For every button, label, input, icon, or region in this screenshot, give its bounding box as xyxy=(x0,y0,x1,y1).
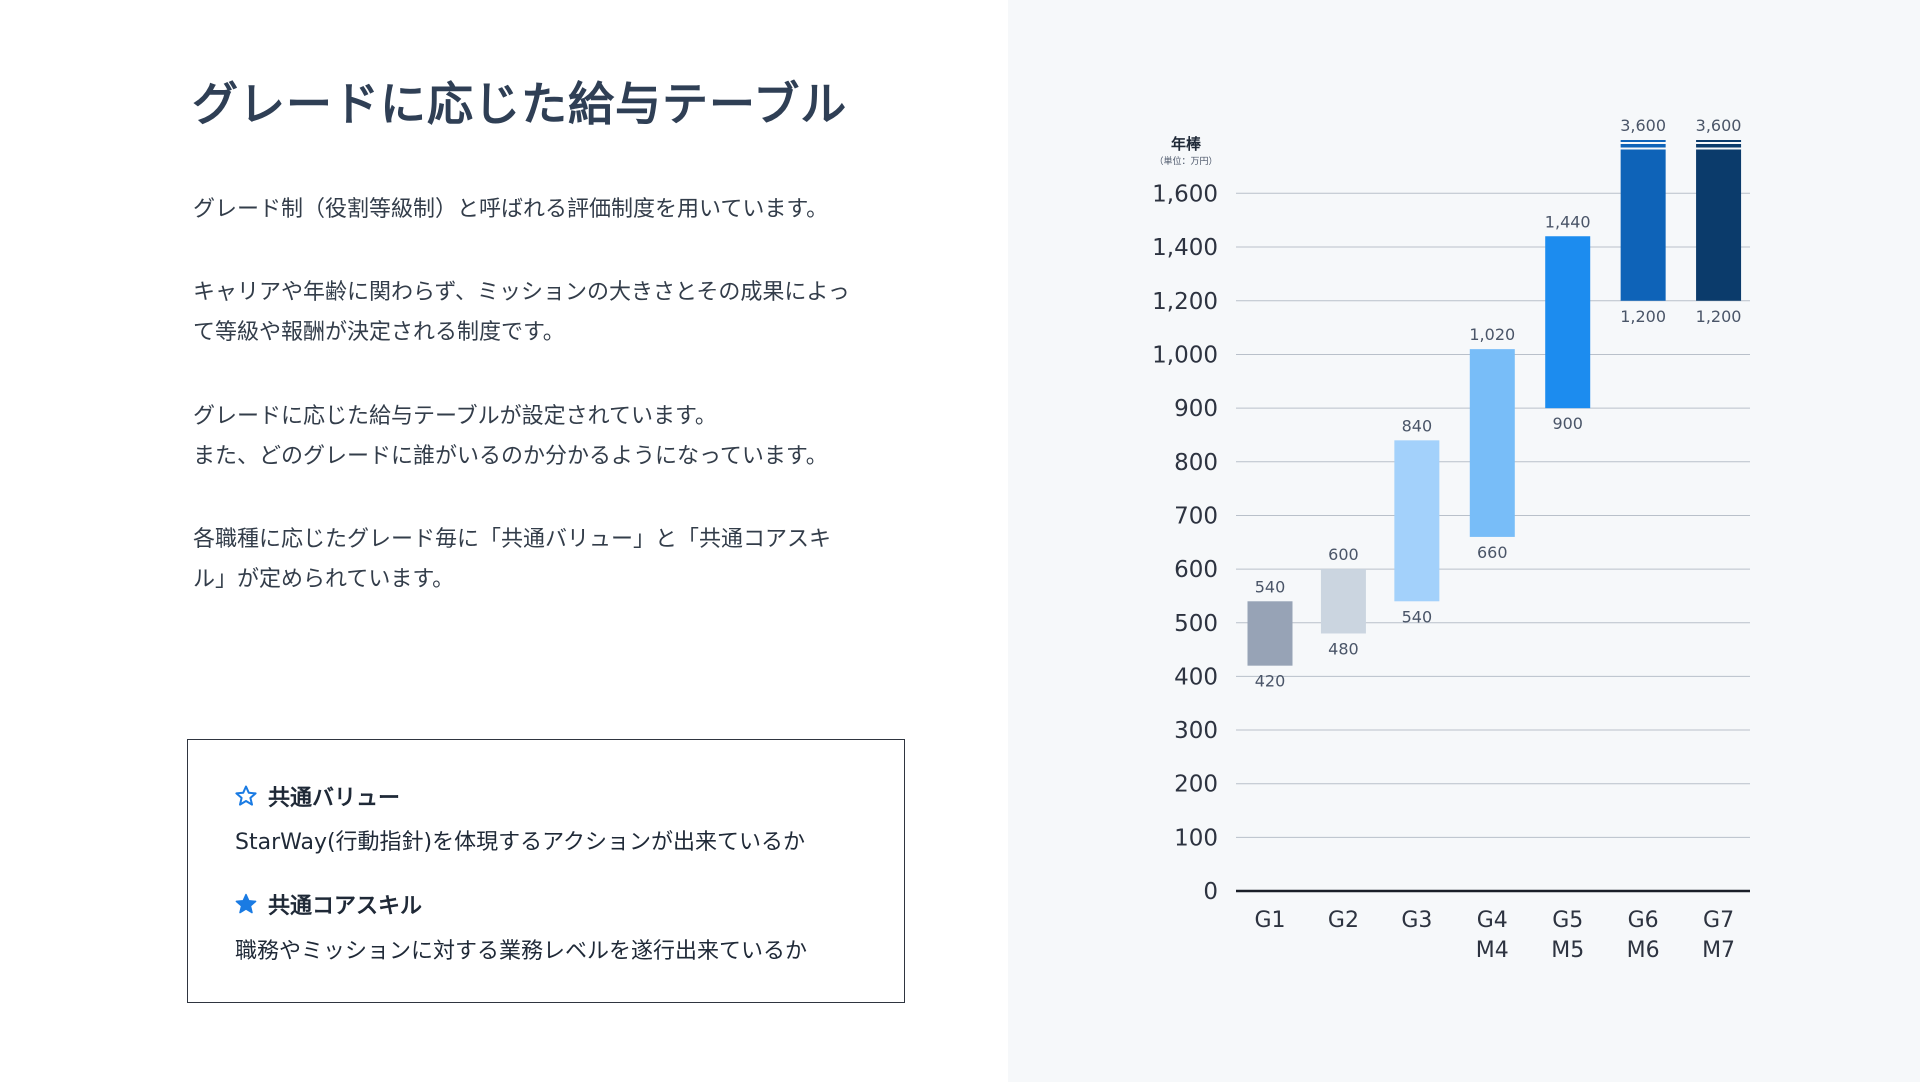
paragraph-line: グレード制（役割等級制）と呼ばれる評価制度を用いています。 xyxy=(193,197,829,222)
x-tick-label: M4 xyxy=(1476,938,1509,963)
salary-range-bar xyxy=(1394,440,1440,602)
bar-max-label: 600 xyxy=(1328,545,1359,564)
common-skill-description: 職務やミッションに対する業務レベルを遂行出来ているか xyxy=(235,939,808,964)
paragraph-line: また、どのグレードに誰がいるのか分かるようになっています。 xyxy=(193,444,828,469)
y-tick-label: 200 xyxy=(1174,772,1218,798)
common-value-heading-row: 共通バリュー xyxy=(234,780,400,812)
bar-max-label: 1,020 xyxy=(1469,325,1515,344)
x-tick-label: M6 xyxy=(1627,938,1660,963)
paragraph-line: て等級や報酬が決定される制度です。 xyxy=(193,320,565,345)
salary-range-bar xyxy=(1620,140,1666,301)
y-tick-label: 1,000 xyxy=(1152,343,1218,369)
x-tick-label: G2 xyxy=(1328,908,1359,933)
star-filled-icon xyxy=(235,893,257,914)
paragraph-criteria: 各職種に応じたグレード毎に「共通バリュー」と「共通コアスキ ル」が定められていま… xyxy=(193,520,831,600)
x-tick-label: G6 xyxy=(1628,908,1659,933)
salary-range-bar xyxy=(1545,236,1591,409)
paragraph-career: キャリアや年齢に関わらず、ミッションの大きさとその成果によっ て等級や報酬が決定… xyxy=(193,273,850,353)
common-value-heading: 共通バリュー xyxy=(268,786,401,811)
y-tick-label: 500 xyxy=(1174,611,1218,637)
criteria-box: 共通バリュー StarWay(行動指針)を体現するアクションが出来ているか 共通… xyxy=(187,739,905,1003)
bar-min-label: 420 xyxy=(1255,672,1286,691)
y-axis-unit: （単位：万円） xyxy=(1154,155,1217,167)
star-outline-icon xyxy=(235,785,257,806)
common-skill-heading: 共通コアスキル xyxy=(268,894,423,919)
paragraph-line: 各職種に応じたグレード毎に「共通バリュー」と「共通コアスキ xyxy=(193,527,832,552)
bar-min-label: 540 xyxy=(1402,607,1433,626)
chart-panel xyxy=(1008,0,1920,1082)
salary-range-bar xyxy=(1696,140,1742,301)
x-tick-label: G4 xyxy=(1477,908,1508,933)
paragraph-line: ル」が定められています。 xyxy=(193,567,455,592)
y-tick-label: 800 xyxy=(1174,450,1218,476)
common-value-description: StarWay(行動指針)を体現するアクションが出来ているか xyxy=(235,830,806,855)
y-tick-label: 1,600 xyxy=(1152,181,1218,207)
bar-min-label: 480 xyxy=(1328,639,1359,658)
x-tick-label: M5 xyxy=(1551,938,1584,963)
bar-max-label: 3,600 xyxy=(1696,116,1742,135)
paragraph-grade-system: グレード制（役割等級制）と呼ばれる評価制度を用いています。 xyxy=(193,190,828,230)
paragraph-line: グレードに応じた給与テーブルが設定されています。 xyxy=(193,404,717,429)
salary-range-chart: 年棒 （単位：万円） 0 100 200 300 400 500 600 700 800 900 1,0… xyxy=(1152,116,1750,963)
common-skill-heading-row: 共通コアスキル xyxy=(234,888,422,920)
y-tick-label: 400 xyxy=(1174,664,1218,690)
salary-range-bar xyxy=(1469,349,1515,537)
y-tick-label: 1,400 xyxy=(1152,235,1218,261)
bar-max-label: 840 xyxy=(1402,416,1433,435)
y-tick-label: 900 xyxy=(1174,396,1218,422)
page-title: グレードに応じた給与テーブル xyxy=(192,77,848,131)
y-tick-label: 700 xyxy=(1174,503,1218,529)
bar-min-label: 1,200 xyxy=(1696,307,1742,326)
paragraph-salary-table: グレードに応じた給与テーブルが設定されています。 また、どのグレードに誰がいるの… xyxy=(193,397,828,477)
bar-min-label: 1,200 xyxy=(1620,307,1666,326)
x-tick-label: G1 xyxy=(1254,908,1285,933)
x-tick-label: G3 xyxy=(1401,908,1432,933)
y-tick-label: 0 xyxy=(1203,879,1218,905)
y-axis-title: 年棒 xyxy=(1171,135,1202,153)
x-tick-label: G5 xyxy=(1552,908,1583,933)
salary-range-bar xyxy=(1320,569,1366,634)
paragraph-line: キャリアや年齢に関わらず、ミッションの大きさとその成果によっ xyxy=(193,280,850,305)
bar-max-label: 1,440 xyxy=(1545,212,1591,231)
bar-min-label: 660 xyxy=(1477,543,1508,562)
bar-max-label: 3,600 xyxy=(1620,116,1666,135)
bar-min-label: 900 xyxy=(1552,414,1583,433)
bar-max-label: 540 xyxy=(1255,577,1286,596)
x-tick-label: M7 xyxy=(1702,938,1735,963)
salary-range-bar xyxy=(1247,601,1293,666)
y-tick-label: 300 xyxy=(1174,718,1218,744)
y-tick-label: 600 xyxy=(1174,557,1218,583)
y-tick-label: 1,200 xyxy=(1152,289,1218,315)
x-tick-label: G7 xyxy=(1703,908,1734,933)
y-tick-label: 100 xyxy=(1174,825,1218,851)
